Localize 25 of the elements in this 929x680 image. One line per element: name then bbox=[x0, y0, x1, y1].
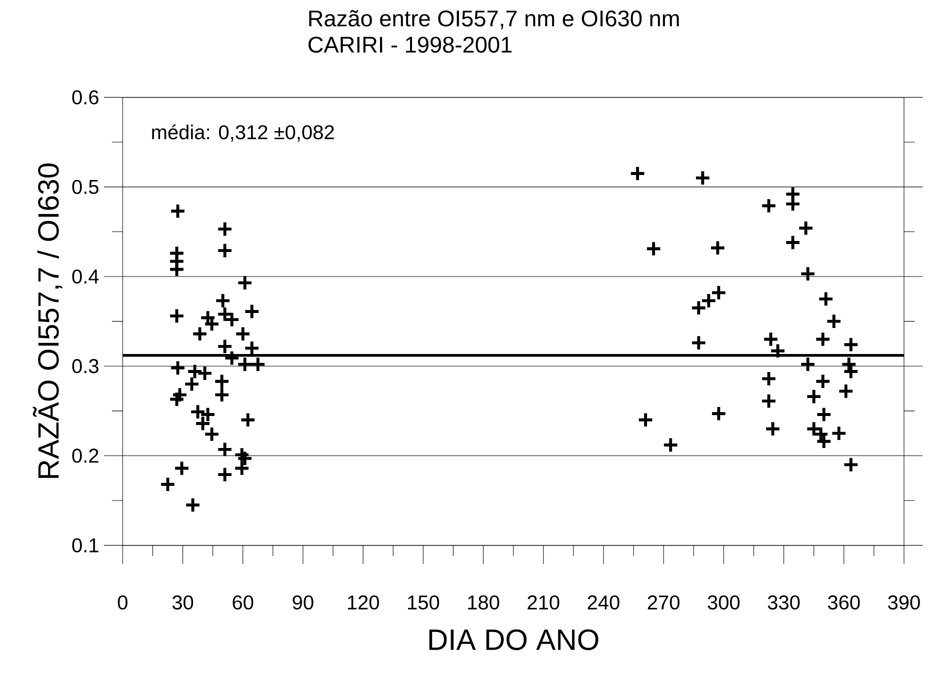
x-tick-label: 90 bbox=[292, 595, 314, 610]
x-tick-label: 390 bbox=[888, 595, 920, 610]
x-tick-label: 240 bbox=[588, 595, 620, 610]
x-tick-label: 180 bbox=[468, 595, 500, 610]
y-tick-label: 0.2 bbox=[72, 448, 98, 463]
x-tick-label: 150 bbox=[408, 595, 440, 610]
y-tick-label: 0.6 bbox=[72, 90, 98, 104]
x-tick-label: 0 bbox=[118, 595, 128, 610]
chart-subtitle: CARIRI - 1998-2001 bbox=[308, 36, 512, 53]
y-axis-title: RAZÃO OI557,7 / OI630 bbox=[32, 164, 62, 478]
x-tick-label: 300 bbox=[708, 595, 740, 610]
chart-title: Razão entre OI557,7 nm e OI630 nm bbox=[309, 10, 679, 30]
x-axis-title: DIA DO ANO bbox=[429, 629, 598, 650]
y-tick-label: 0.4 bbox=[72, 269, 99, 284]
x-tick-label: 60 bbox=[232, 595, 254, 610]
x-tick-label: 270 bbox=[648, 595, 680, 610]
y-tick-label: 0.3 bbox=[72, 359, 98, 374]
y-tick-label: 0.1 bbox=[72, 538, 98, 552]
x-tick-label: 210 bbox=[528, 595, 560, 610]
annotation: média: 0,312 ±0,082 bbox=[152, 124, 334, 142]
x-tick-label: 360 bbox=[828, 595, 860, 610]
y-tick-label: 0.5 bbox=[72, 180, 98, 194]
x-tick-label: 30 bbox=[172, 595, 194, 610]
x-tick-label: 120 bbox=[348, 595, 379, 610]
x-tick-label: 330 bbox=[768, 595, 800, 610]
